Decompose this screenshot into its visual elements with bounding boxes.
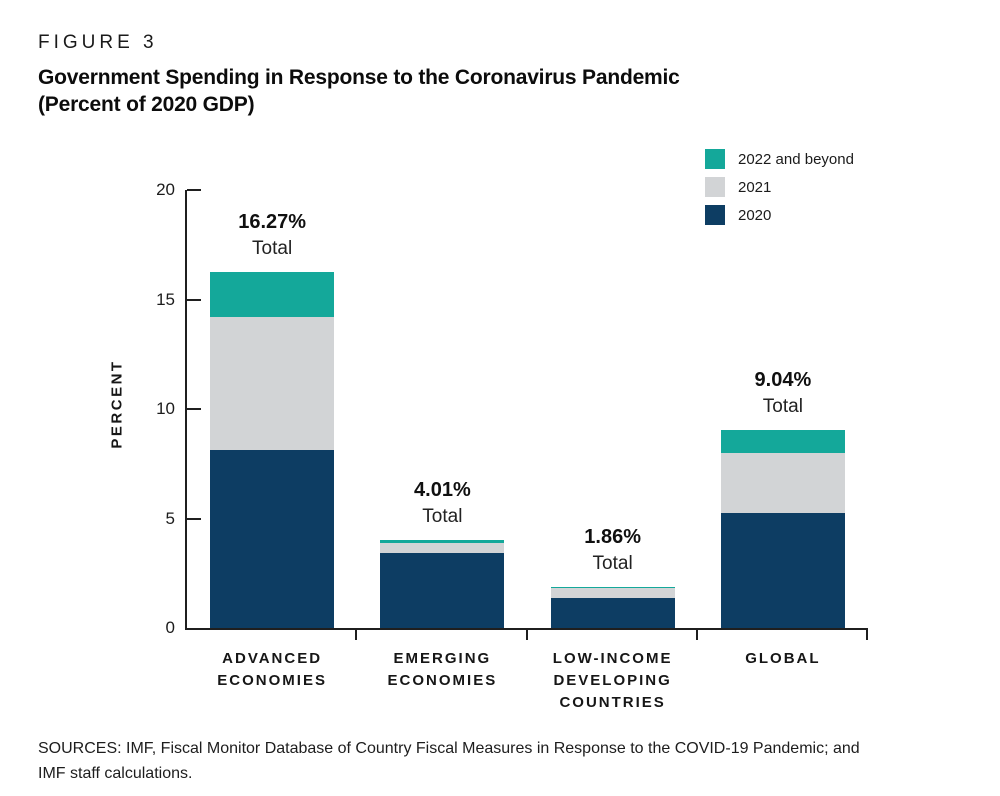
bar-emerging-economies-2020 [380, 552, 505, 628]
bar-low-income-developing-countries-2022-and-beyond [550, 587, 675, 588]
page-subtitle: (Percent of 2020 GDP) [38, 93, 255, 116]
bar-low-income-developing-countries-2020 [550, 598, 675, 628]
total-caption-emerging-economies: Total [422, 506, 463, 528]
bar-advanced-economies-2021 [210, 317, 335, 450]
y-tick-5 [187, 517, 201, 520]
bar-emerging-economies-2021 [380, 543, 505, 553]
x-division-tick-2 [525, 630, 528, 640]
total-caption-advanced-economies: Total [252, 237, 293, 259]
bar-global-2022-and-beyond [720, 430, 845, 454]
bar-global-2020 [720, 513, 845, 628]
sources-line-2: IMF staff calculations. [38, 765, 193, 782]
legend-swatch-2020 [705, 205, 725, 225]
total-label-global: 9.04% Total [698, 368, 868, 420]
figure-label: FIGURE 3 [38, 32, 158, 53]
sources-note: SOURCES: IMF, Fiscal Monitor Database of… [38, 736, 860, 786]
legend-item-2022-and-beyond: 2022 and beyond [705, 149, 854, 169]
bar-global-2021 [720, 453, 845, 514]
y-tick-label-10: 10 [156, 399, 175, 418]
bar-emerging-economies-2022-and-beyond [380, 540, 505, 544]
total-value-advanced-economies: 16.27% [238, 210, 307, 233]
legend-label-2021: 2021 [738, 178, 772, 196]
y-tick-label-15: 15 [156, 289, 175, 309]
total-caption-low-income-developing-countries: Total [592, 553, 633, 575]
header: FIGURE 3 Government Spending in Response… [38, 32, 680, 118]
y-tick-label-5: 5 [165, 508, 175, 528]
total-value-low-income-developing-countries: 1.86% [584, 526, 641, 549]
bar-low-income-developing-countries-2021 [550, 587, 675, 599]
bar-advanced-economies-2022-and-beyond [210, 271, 335, 318]
y-tick-20 [187, 189, 201, 191]
total-value-emerging-economies: 4.01% [414, 479, 471, 502]
bar-advanced-economies-2020 [210, 449, 335, 628]
legend-label-2020: 2020 [738, 206, 772, 224]
y-tick-10 [187, 408, 201, 410]
legend: 2022 and beyond 2021 2020 [705, 149, 854, 233]
legend-swatch-2022-and-beyond [705, 149, 725, 169]
plot-area: 0 5 10 15 20 16.27% Total ADVANCED ECONOMIES 4.0… [156, 181, 868, 711]
total-label-advanced-economies: 16.27% Total [187, 210, 357, 262]
y-tick-label-0: 0 [165, 618, 175, 637]
total-caption-global: Total [762, 396, 803, 418]
category-label-emerging-economies: EMERGING ECONOMIES [387, 650, 498, 689]
total-label-emerging-economies: 4.01% Total [357, 478, 527, 530]
sources-line-1: SOURCES: IMF, Fiscal Monitor Database of… [38, 740, 860, 757]
page-title: Government Spending in Response to the C… [38, 66, 680, 89]
y-axis-title: PERCENT [108, 359, 126, 449]
x-division-tick-1 [355, 630, 358, 640]
y-tick-15 [187, 298, 201, 301]
total-label-low-income-developing-countries: 1.86% Total [528, 525, 698, 577]
legend-swatch-2021 [705, 177, 725, 197]
category-label-low-income-developing-countries: LOW-INCOME DEVELOPING COUNTRIES [552, 650, 673, 711]
y-tick-label-20: 20 [156, 180, 175, 199]
total-value-global: 9.04% [754, 369, 812, 392]
legend-item-2021: 2021 [705, 177, 854, 197]
category-label-global: GLOBAL [745, 650, 821, 667]
x-division-tick-3 [695, 630, 698, 640]
legend-label-2022-and-beyond: 2022 and beyond [738, 150, 854, 168]
legend-item-2020: 2020 [705, 205, 854, 225]
x-division-tick-4 [866, 630, 868, 640]
category-label-advanced-economies: ADVANCED ECONOMIES [217, 650, 327, 689]
